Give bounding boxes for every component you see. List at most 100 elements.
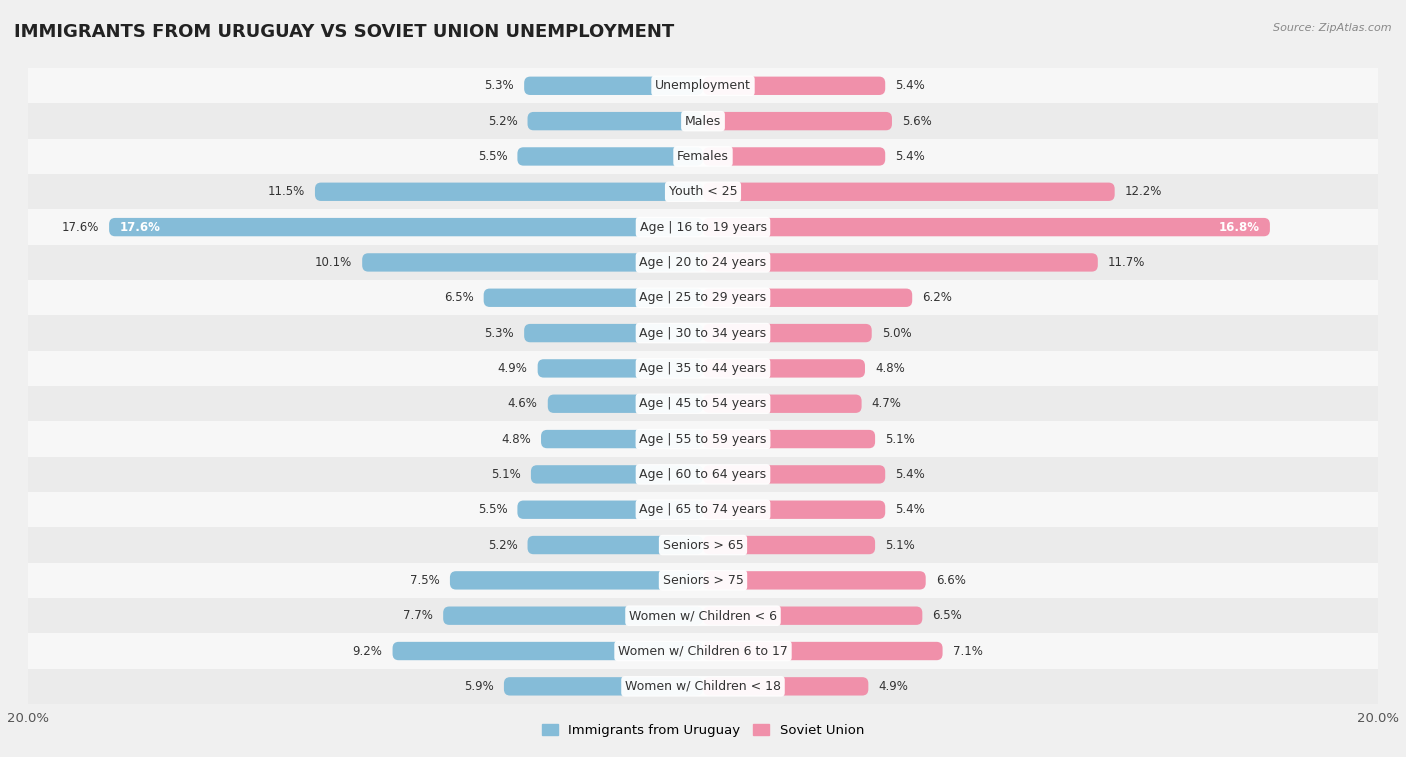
FancyBboxPatch shape [703, 394, 862, 413]
Text: 4.8%: 4.8% [875, 362, 905, 375]
Text: 6.5%: 6.5% [932, 609, 962, 622]
Text: 7.5%: 7.5% [411, 574, 440, 587]
Text: 5.5%: 5.5% [478, 150, 508, 163]
Bar [28, 562, 1378, 598]
Text: 5.9%: 5.9% [464, 680, 494, 693]
Text: Age | 45 to 54 years: Age | 45 to 54 years [640, 397, 766, 410]
Text: Age | 60 to 64 years: Age | 60 to 64 years [640, 468, 766, 481]
FancyBboxPatch shape [527, 112, 703, 130]
Text: 4.7%: 4.7% [872, 397, 901, 410]
Text: 5.1%: 5.1% [886, 538, 915, 552]
FancyBboxPatch shape [541, 430, 703, 448]
Bar [28, 104, 1378, 139]
Text: Source: ZipAtlas.com: Source: ZipAtlas.com [1274, 23, 1392, 33]
FancyBboxPatch shape [703, 182, 1115, 201]
Text: 5.2%: 5.2% [488, 538, 517, 552]
Text: 5.4%: 5.4% [896, 503, 925, 516]
Text: 6.5%: 6.5% [444, 291, 474, 304]
Bar [28, 316, 1378, 350]
Text: 7.1%: 7.1% [953, 644, 983, 658]
Bar [28, 598, 1378, 634]
Text: 5.4%: 5.4% [896, 468, 925, 481]
Bar [28, 668, 1378, 704]
Text: 4.6%: 4.6% [508, 397, 537, 410]
Text: 5.5%: 5.5% [478, 503, 508, 516]
Text: Age | 20 to 24 years: Age | 20 to 24 years [640, 256, 766, 269]
Text: 10.1%: 10.1% [315, 256, 352, 269]
Text: 4.8%: 4.8% [501, 432, 531, 446]
Text: 5.4%: 5.4% [896, 150, 925, 163]
FancyBboxPatch shape [703, 572, 925, 590]
Bar [28, 528, 1378, 562]
FancyBboxPatch shape [548, 394, 703, 413]
Text: Women w/ Children < 18: Women w/ Children < 18 [626, 680, 780, 693]
Text: 5.1%: 5.1% [491, 468, 520, 481]
FancyBboxPatch shape [392, 642, 703, 660]
FancyBboxPatch shape [703, 642, 942, 660]
Text: Seniors > 65: Seniors > 65 [662, 538, 744, 552]
FancyBboxPatch shape [110, 218, 703, 236]
FancyBboxPatch shape [703, 288, 912, 307]
FancyBboxPatch shape [517, 148, 703, 166]
Text: 12.2%: 12.2% [1125, 185, 1163, 198]
Text: Age | 65 to 74 years: Age | 65 to 74 years [640, 503, 766, 516]
Bar [28, 492, 1378, 528]
Bar [28, 350, 1378, 386]
Text: 4.9%: 4.9% [879, 680, 908, 693]
Text: 7.7%: 7.7% [404, 609, 433, 622]
FancyBboxPatch shape [703, 254, 1098, 272]
Bar [28, 210, 1378, 245]
Text: 5.3%: 5.3% [485, 79, 515, 92]
FancyBboxPatch shape [703, 112, 891, 130]
FancyBboxPatch shape [524, 324, 703, 342]
FancyBboxPatch shape [703, 606, 922, 625]
Text: 5.0%: 5.0% [882, 326, 911, 340]
Text: 5.3%: 5.3% [485, 326, 515, 340]
FancyBboxPatch shape [703, 536, 875, 554]
Text: 16.8%: 16.8% [1219, 220, 1260, 234]
Text: 6.2%: 6.2% [922, 291, 952, 304]
Text: 17.6%: 17.6% [62, 220, 98, 234]
Text: Age | 35 to 44 years: Age | 35 to 44 years [640, 362, 766, 375]
FancyBboxPatch shape [703, 218, 1270, 236]
Text: 11.7%: 11.7% [1108, 256, 1146, 269]
FancyBboxPatch shape [531, 466, 703, 484]
Text: 9.2%: 9.2% [353, 644, 382, 658]
Text: IMMIGRANTS FROM URUGUAY VS SOVIET UNION UNEMPLOYMENT: IMMIGRANTS FROM URUGUAY VS SOVIET UNION … [14, 23, 675, 41]
FancyBboxPatch shape [703, 360, 865, 378]
FancyBboxPatch shape [703, 500, 886, 519]
Text: 6.6%: 6.6% [936, 574, 966, 587]
Bar [28, 68, 1378, 104]
FancyBboxPatch shape [703, 430, 875, 448]
Bar [28, 280, 1378, 316]
FancyBboxPatch shape [450, 572, 703, 590]
Text: Women w/ Children 6 to 17: Women w/ Children 6 to 17 [619, 644, 787, 658]
Text: Age | 30 to 34 years: Age | 30 to 34 years [640, 326, 766, 340]
FancyBboxPatch shape [503, 678, 703, 696]
Bar [28, 139, 1378, 174]
FancyBboxPatch shape [703, 678, 869, 696]
FancyBboxPatch shape [703, 148, 886, 166]
FancyBboxPatch shape [537, 360, 703, 378]
Text: Seniors > 75: Seniors > 75 [662, 574, 744, 587]
Text: 5.4%: 5.4% [896, 79, 925, 92]
Bar [28, 456, 1378, 492]
Text: 5.6%: 5.6% [903, 114, 932, 128]
Text: Males: Males [685, 114, 721, 128]
FancyBboxPatch shape [524, 76, 703, 95]
FancyBboxPatch shape [703, 466, 886, 484]
FancyBboxPatch shape [703, 324, 872, 342]
Text: Unemployment: Unemployment [655, 79, 751, 92]
FancyBboxPatch shape [517, 500, 703, 519]
FancyBboxPatch shape [484, 288, 703, 307]
FancyBboxPatch shape [363, 254, 703, 272]
Text: Females: Females [678, 150, 728, 163]
Text: Women w/ Children < 6: Women w/ Children < 6 [628, 609, 778, 622]
Text: 17.6%: 17.6% [120, 220, 160, 234]
FancyBboxPatch shape [527, 536, 703, 554]
Text: 5.2%: 5.2% [488, 114, 517, 128]
Bar [28, 245, 1378, 280]
FancyBboxPatch shape [443, 606, 703, 625]
Bar [28, 634, 1378, 668]
Legend: Immigrants from Uruguay, Soviet Union: Immigrants from Uruguay, Soviet Union [537, 718, 869, 742]
